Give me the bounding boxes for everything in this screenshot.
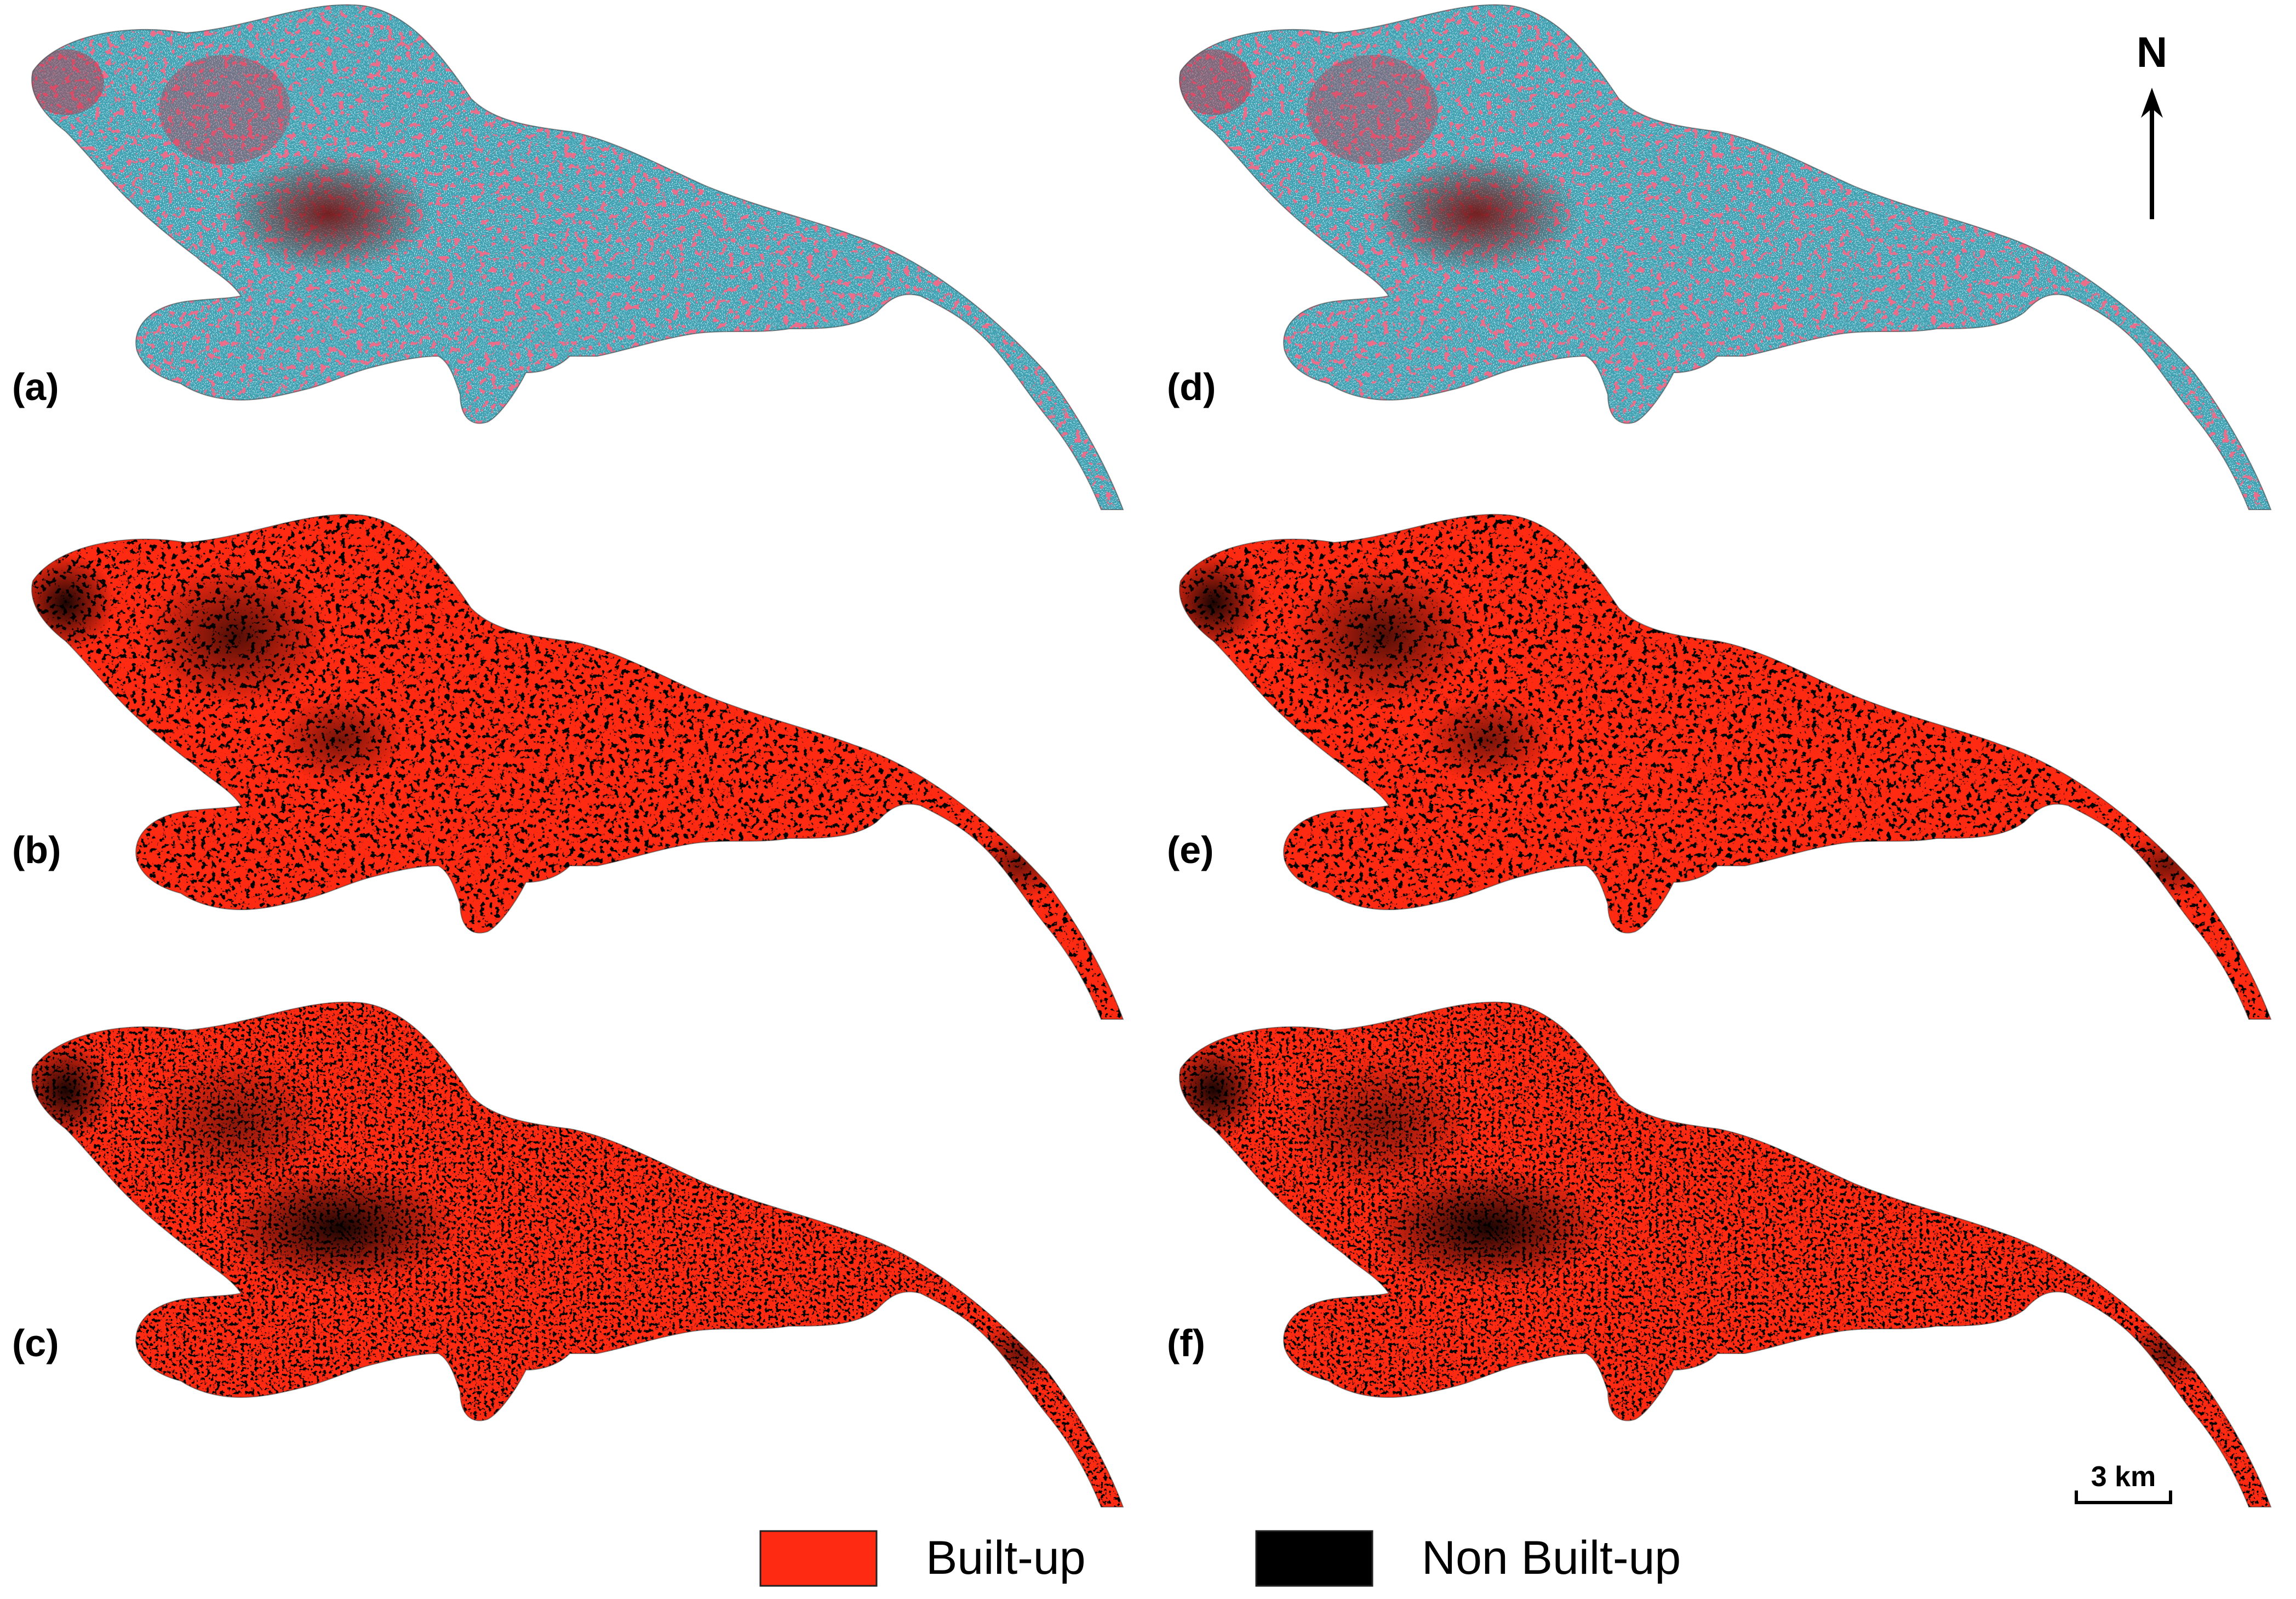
non-built-up-cluster <box>1290 1052 1476 1195</box>
urban-patch <box>159 55 290 164</box>
legend-swatch-built-up <box>759 1530 878 1587</box>
scale-bar-line <box>2075 1491 2172 1504</box>
map-panel-f <box>1179 1001 2271 1507</box>
panel-label-c: (c) <box>12 1322 59 1364</box>
north-arrow-label: N <box>2137 28 2167 76</box>
urban-patch <box>1307 55 1438 164</box>
non-built-up-cluster <box>32 553 115 652</box>
non-built-up-cluster <box>219 1167 460 1288</box>
non-built-up-cluster <box>274 696 405 784</box>
non-built-up-cluster <box>1422 696 1553 784</box>
legend: Built-up Non Built-up <box>759 1530 1681 1587</box>
non-built-up-cluster <box>1367 1167 1608 1288</box>
legend-label-built-up: Built-up <box>926 1532 1086 1584</box>
panel-label-a: (a) <box>12 366 59 408</box>
urban-patch <box>32 49 104 115</box>
panel-label-e: (e) <box>1167 829 1214 871</box>
urban-core-patch <box>225 153 433 274</box>
panel-label-b: (b) <box>12 829 61 871</box>
map-panel-b <box>31 513 1124 1020</box>
urban-patch <box>1180 49 1252 115</box>
legend-label-non-built-up: Non Built-up <box>1422 1532 1681 1584</box>
non-built-up-cluster <box>1180 1041 1263 1140</box>
urban-core-patch <box>1372 153 1581 274</box>
non-built-up-cluster <box>1180 553 1263 652</box>
non-built-up-cluster <box>32 1041 115 1140</box>
panel-label-d: (d) <box>1167 366 1216 408</box>
map-panel-e <box>1179 513 2271 1020</box>
scale-bar: 3 km <box>2075 1461 2172 1504</box>
non-built-up-cluster <box>142 1052 329 1195</box>
region-map-b <box>32 514 1123 1019</box>
legend-swatch-non-built-up <box>1255 1530 1373 1587</box>
map-panel-a <box>31 4 1124 510</box>
non-built-up-cluster <box>1290 564 1476 707</box>
map-panel-d <box>1179 4 2271 510</box>
region-map-a <box>32 4 1123 510</box>
region-map-c <box>32 1002 1123 1507</box>
panel-label-f: (f) <box>1167 1322 1205 1364</box>
map-panel-c <box>31 1001 1124 1507</box>
region-map-e <box>1180 514 2271 1019</box>
scale-bar-label: 3 km <box>2091 1461 2156 1493</box>
north-arrow-head-icon <box>2141 88 2163 118</box>
north-arrow: N <box>2137 28 2167 219</box>
non-built-up-cluster <box>142 564 329 707</box>
region-map-d <box>1180 4 2271 510</box>
region-map-f <box>1180 1002 2271 1507</box>
